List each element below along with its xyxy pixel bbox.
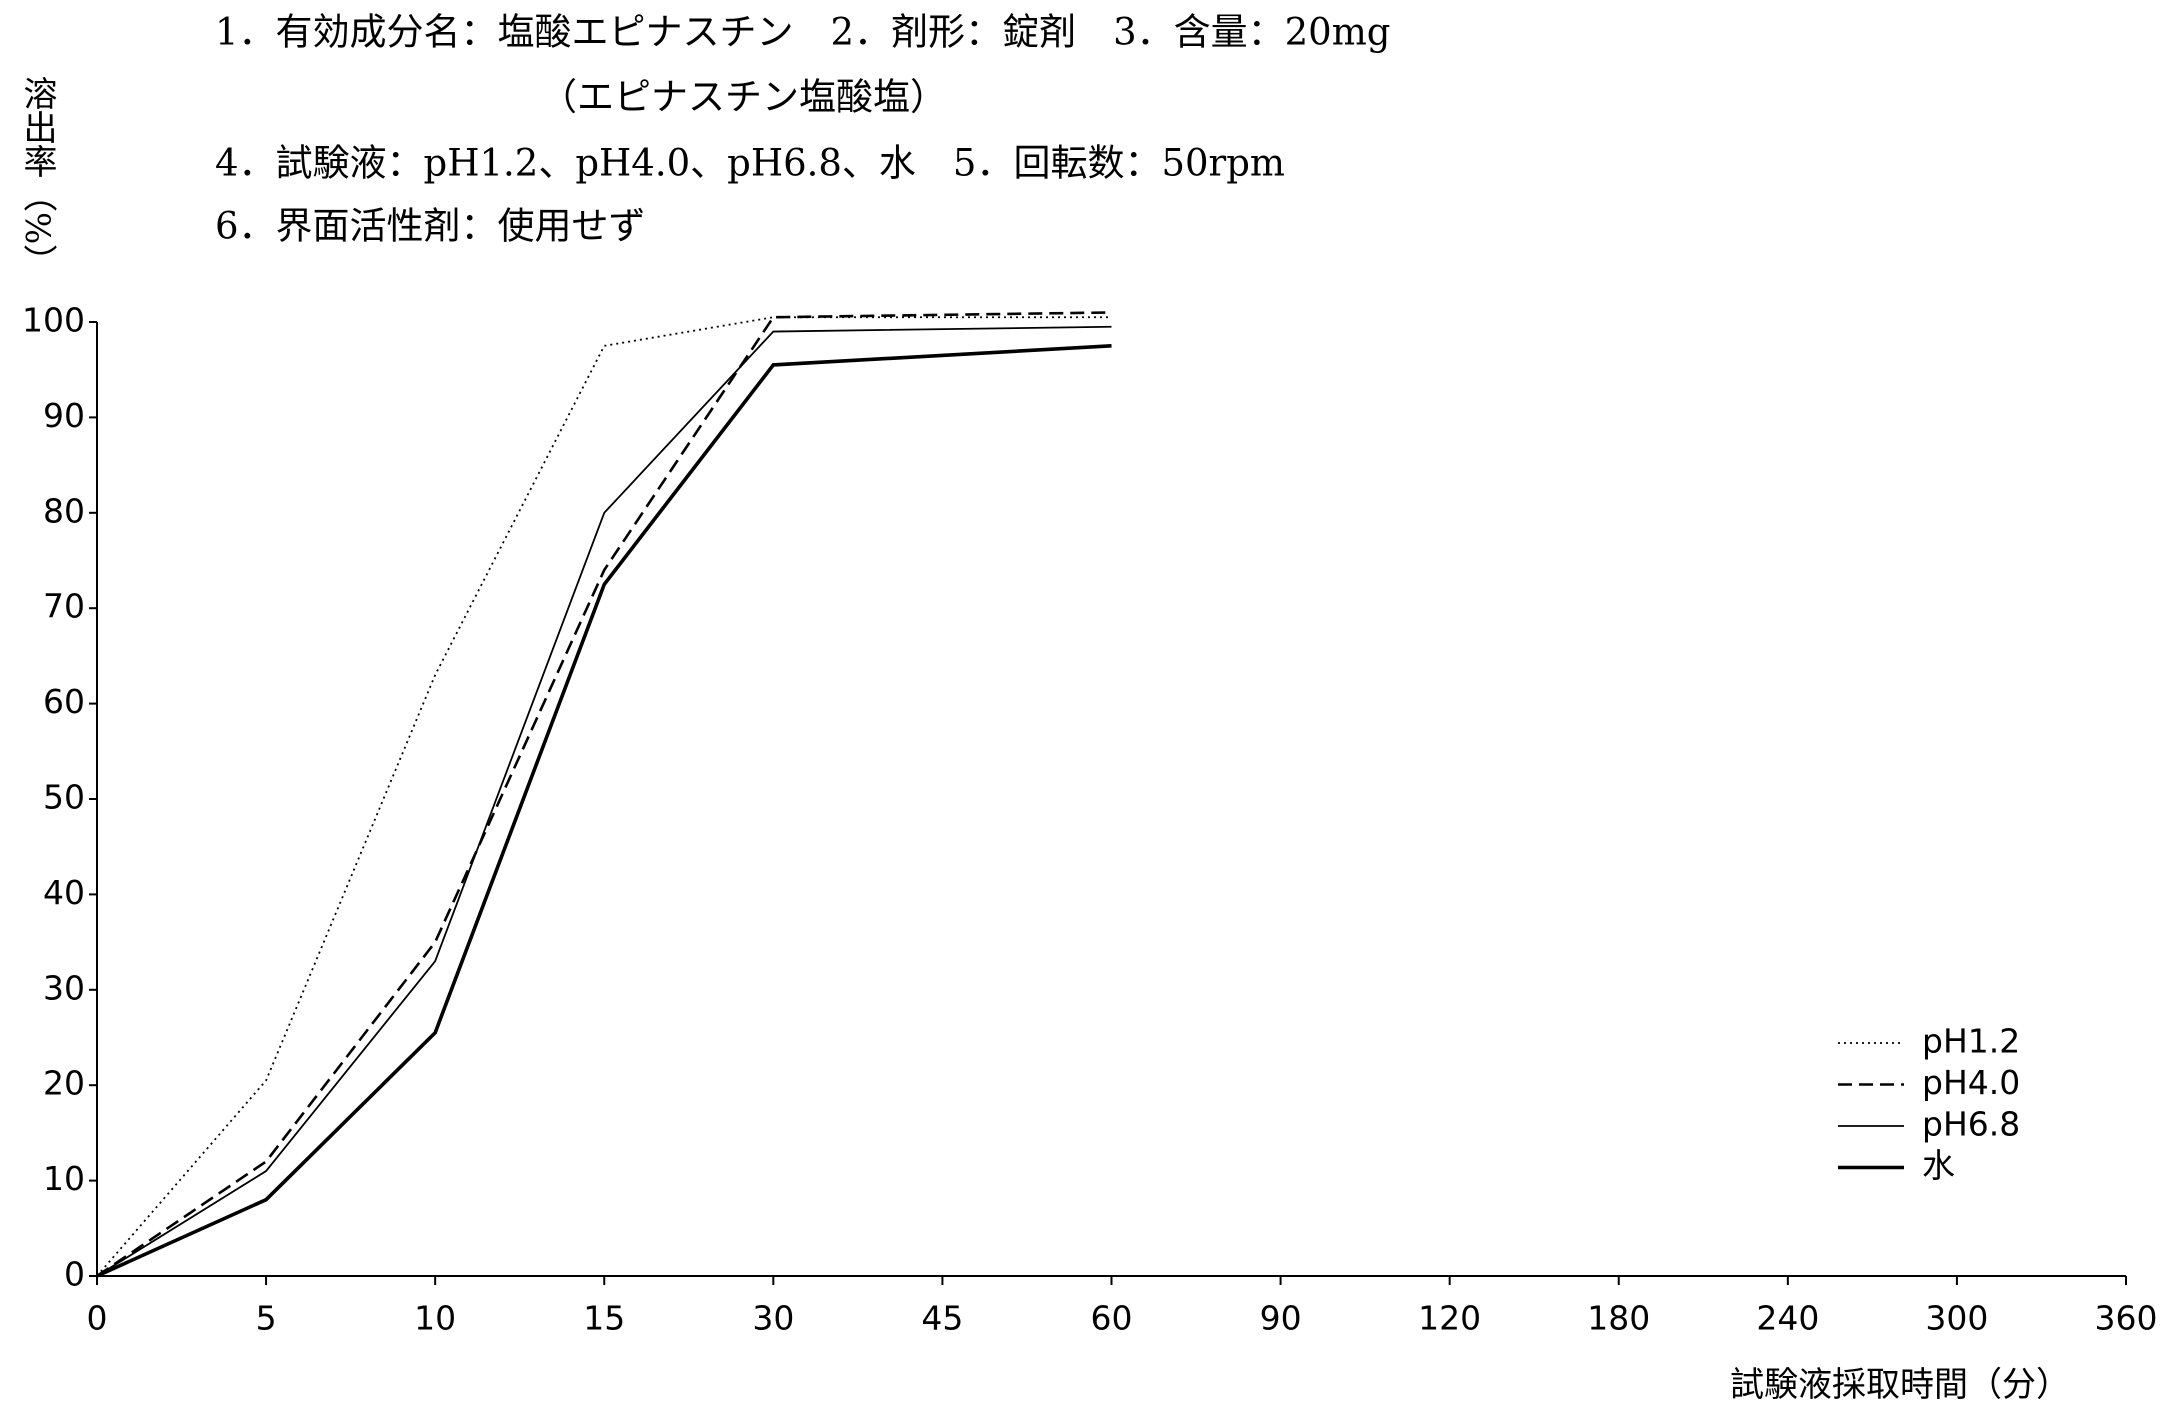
x-tick-label: 300 <box>1925 1299 1988 1338</box>
series-line <box>96 311 1112 1278</box>
series-line <box>96 344 1112 1278</box>
x-tick-label: 180 <box>1587 1299 1650 1338</box>
x-tick-label: 240 <box>1756 1299 1819 1338</box>
x-tick-label: 10 <box>414 1299 456 1338</box>
legend-label: pH4.0 <box>1922 1063 2020 1102</box>
legend-label: 水 <box>1922 1146 1955 1185</box>
x-tick-label: 30 <box>752 1299 794 1338</box>
series-line <box>96 316 1112 1277</box>
y-tick-label: 20 <box>43 1064 85 1103</box>
y-tick-label: 40 <box>43 873 85 912</box>
y-tick-label: 10 <box>43 1159 85 1198</box>
legend-label: pH6.8 <box>1922 1105 2020 1144</box>
x-tick-label: 90 <box>1260 1299 1302 1338</box>
header-line: 6．界面活性剤：使用せず <box>215 205 646 248</box>
x-tick-label: 45 <box>921 1299 963 1338</box>
y-tick-label: 50 <box>43 778 85 817</box>
x-tick-label: 5 <box>256 1299 277 1338</box>
header-line: （エピナスチン塩酸塩） <box>540 76 947 119</box>
x-tick-label: 120 <box>1418 1299 1481 1338</box>
y-tick-label: 30 <box>43 968 85 1007</box>
series-line <box>96 325 1112 1277</box>
header-line: 1．有効成分名：塩酸エピナスチン 2．剤形：錠剤 3．含量：20mg <box>215 11 1390 54</box>
x-axis-label: 試験液採取時間（分） <box>1730 1365 2070 1405</box>
y-axis-label: 溶出率（%） <box>17 76 57 278</box>
header-line: 4．試験液：pH1.2、pH4.0、pH6.8、水 5．回転数：50rpm <box>215 142 1285 185</box>
legend-label: pH1.2 <box>1922 1022 2020 1061</box>
x-tick-label: 15 <box>583 1299 625 1338</box>
y-tick-label: 70 <box>43 587 85 626</box>
y-tick-label: 90 <box>43 396 85 435</box>
x-tick-label: 360 <box>2095 1299 2158 1338</box>
x-tick-label: 0 <box>87 1299 108 1338</box>
x-tick-label: 60 <box>1091 1299 1133 1338</box>
y-tick-label: 0 <box>64 1255 85 1294</box>
y-tick-label: 100 <box>22 301 85 340</box>
y-tick-label: 80 <box>43 491 85 530</box>
y-tick-label: 60 <box>43 682 85 721</box>
